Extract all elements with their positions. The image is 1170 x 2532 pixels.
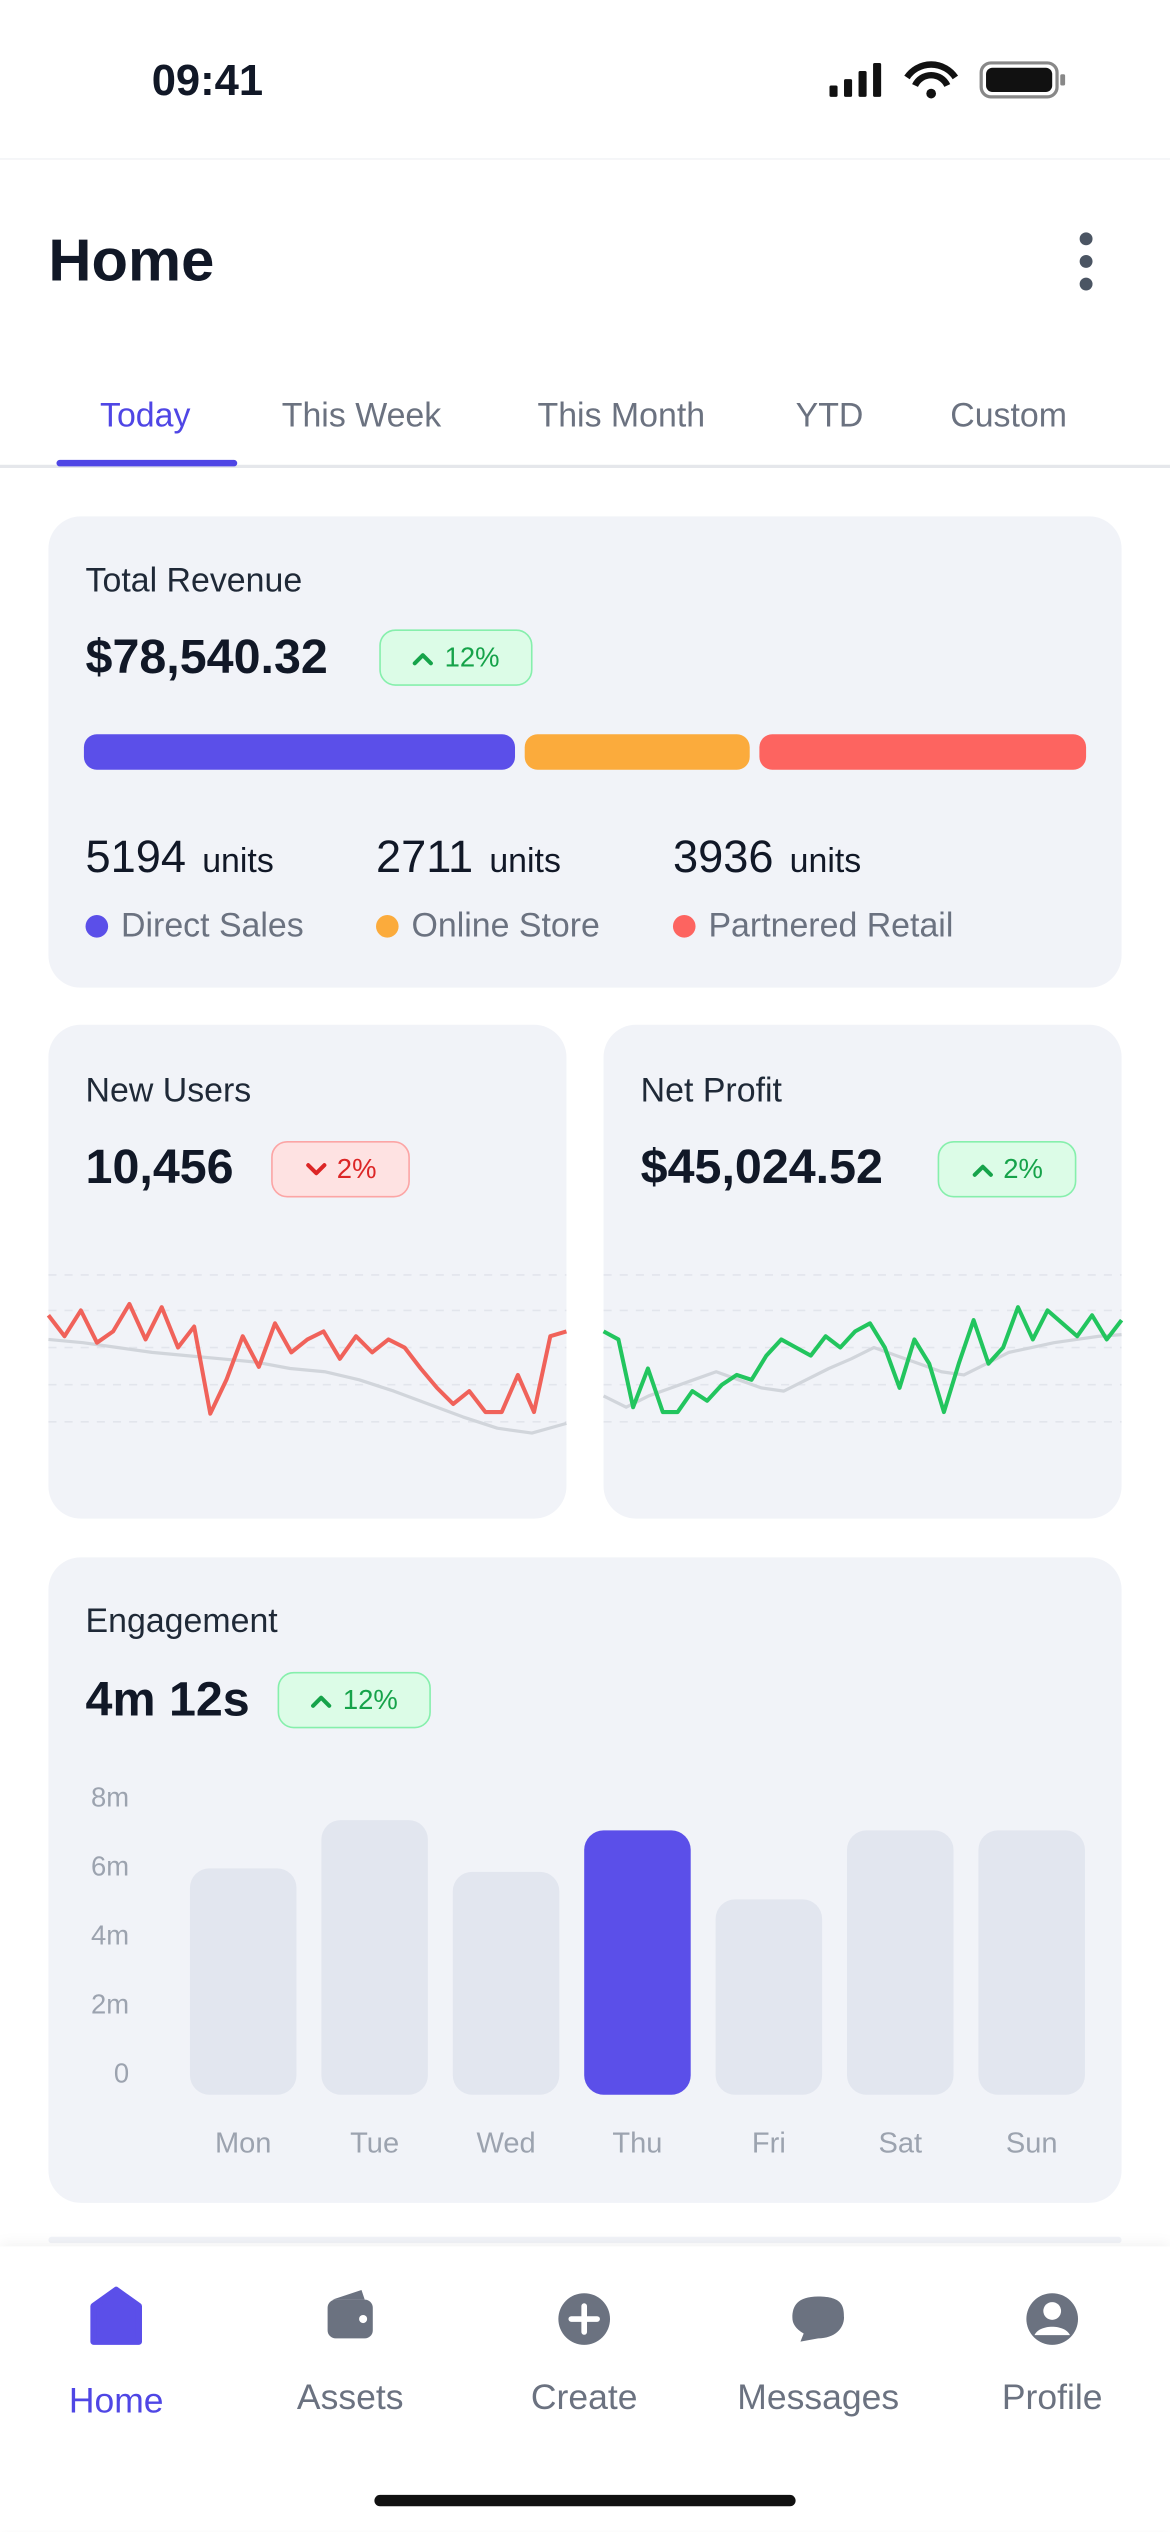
profile-icon[interactable] xyxy=(1026,2293,1079,2345)
card-title: New Users xyxy=(85,1072,252,1110)
next-card-edge xyxy=(48,2236,1122,2244)
nav-icons xyxy=(90,2286,1079,2345)
tab[interactable]: This Month xyxy=(537,397,706,435)
tab[interactable]: This Week xyxy=(281,397,442,435)
legend-label: Partnered Retail xyxy=(708,907,954,945)
change-badge: 2% xyxy=(937,1140,1077,1198)
sparkline xyxy=(46,1301,568,1416)
bar xyxy=(189,1868,297,2095)
divider xyxy=(0,158,1170,160)
card-title: Net Profit xyxy=(640,1072,782,1110)
status-time: 09:41 xyxy=(151,56,264,105)
x-tick-label: Tue xyxy=(350,2127,399,2159)
legend-label: Direct Sales xyxy=(121,907,304,945)
revenue-segment xyxy=(759,734,1087,770)
tab-divider xyxy=(0,464,1170,469)
more-button[interactable] xyxy=(1068,229,1104,297)
x-tick-label: Sun xyxy=(1006,2127,1058,2159)
y-tick-label: 6m xyxy=(91,1851,129,1882)
sparkline xyxy=(602,1305,1124,1415)
card-title: Engagement xyxy=(85,1603,278,1641)
badge-text: 2% xyxy=(336,1153,377,1184)
x-tick-label: Wed xyxy=(476,2127,535,2159)
x-tick-label: Mon xyxy=(215,2127,271,2159)
net-profit-card xyxy=(603,1024,1122,1519)
badge-text: 12% xyxy=(342,1684,398,1715)
units-value: 5194 units xyxy=(85,831,274,882)
nav-label[interactable]: Assets xyxy=(296,2376,404,2418)
legend-dot xyxy=(376,915,399,938)
tab[interactable]: YTD xyxy=(795,397,864,435)
badge-arrow xyxy=(311,1694,333,1707)
x-tick-label: Sat xyxy=(878,2127,922,2159)
units-value: 3936 units xyxy=(672,831,862,882)
badge-arrow xyxy=(305,1162,326,1175)
trend-line xyxy=(602,1333,1122,1409)
units-label: units xyxy=(202,842,274,880)
nav-label[interactable]: Messages xyxy=(737,2376,900,2418)
legend-dot xyxy=(85,915,109,938)
trend-line xyxy=(48,1337,567,1435)
legend-dot xyxy=(672,915,696,938)
revenue-amount: $78,540.32 xyxy=(85,630,328,685)
badge-text: 2% xyxy=(1003,1153,1043,1184)
tab-indicator xyxy=(56,459,238,467)
new-users-card xyxy=(48,1024,567,1519)
badge-arrow xyxy=(413,652,434,665)
y-tick-label: 4m xyxy=(91,1920,129,1951)
assets-icon[interactable] xyxy=(327,2289,373,2339)
units-label: units xyxy=(789,842,862,880)
y-tick-label: 8m xyxy=(91,1782,129,1813)
bar xyxy=(321,1820,428,2095)
y-tick-label: 0 xyxy=(114,2058,129,2089)
sparkline-guides xyxy=(48,1274,1122,1423)
nav-label[interactable]: Profile xyxy=(1001,2376,1103,2418)
change-badge: 12% xyxy=(277,1671,431,1729)
bar xyxy=(847,1830,954,2095)
x-tick-label: Fri xyxy=(752,2127,786,2159)
bar xyxy=(978,1830,1085,2095)
page-title: Home xyxy=(48,227,215,294)
create-icon[interactable] xyxy=(558,2293,611,2345)
units-value: 2711 units xyxy=(376,831,561,882)
nav-label[interactable]: Create xyxy=(530,2376,638,2418)
tab[interactable]: Today xyxy=(100,397,191,435)
x-tick-label: Thu xyxy=(612,2127,662,2159)
bar xyxy=(715,1899,823,2095)
revenue-segment xyxy=(524,734,750,770)
change-badge: 2% xyxy=(271,1140,410,1198)
bar xyxy=(452,1871,560,2095)
users-value: 10,456 xyxy=(85,1140,234,1195)
tab[interactable]: Custom xyxy=(950,397,1068,435)
home-indicator xyxy=(374,2494,796,2507)
badge-arrow xyxy=(972,1163,993,1177)
legend-label: Online Store xyxy=(411,907,600,945)
engagement-value: 4m 12s xyxy=(85,1673,250,1727)
nav-label[interactable]: Home xyxy=(68,2380,164,2421)
home-icon[interactable] xyxy=(90,2286,143,2345)
y-tick-label: 2m xyxy=(91,1989,129,2020)
revenue-segment xyxy=(83,734,516,770)
profit-value: $45,024.52 xyxy=(640,1140,884,1195)
change-badge: 12% xyxy=(379,629,533,686)
messages-icon[interactable] xyxy=(792,2296,845,2342)
units-label: units xyxy=(489,842,561,880)
card-title: Total Revenue xyxy=(85,562,303,600)
bar xyxy=(584,1830,691,2095)
status-icons xyxy=(829,61,1066,99)
badge-text: 12% xyxy=(444,641,500,673)
